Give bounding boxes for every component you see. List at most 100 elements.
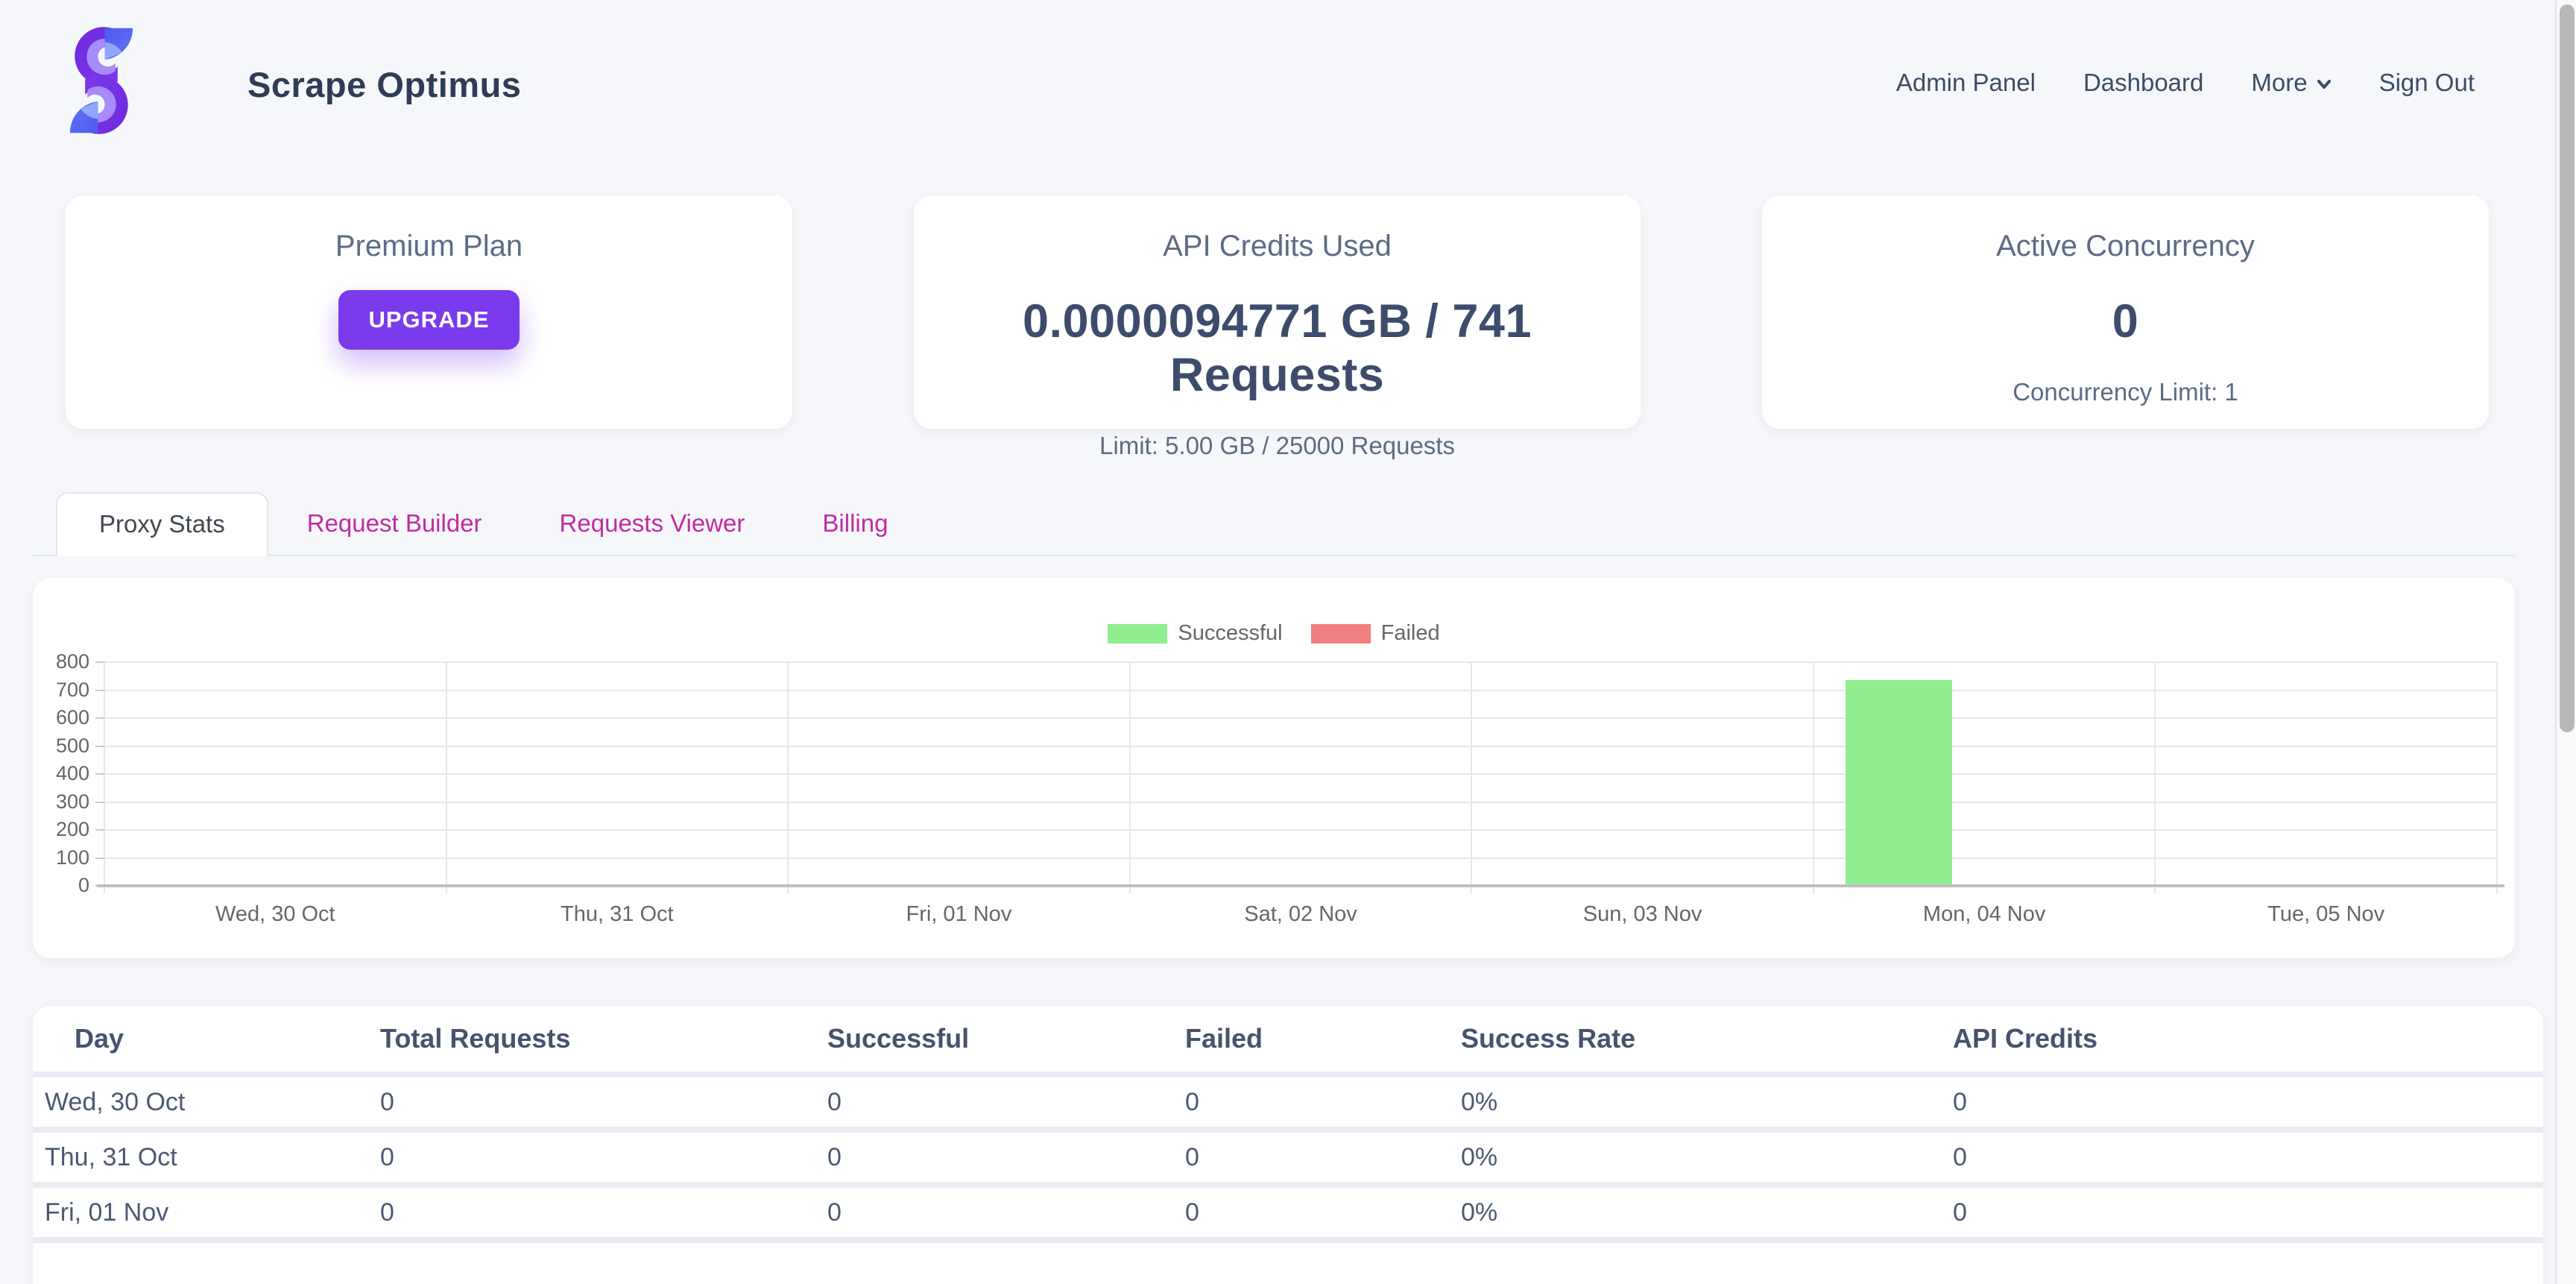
y-tick-label: 800 <box>55 650 89 673</box>
tab-request-builder[interactable]: Request Builder <box>306 509 482 537</box>
table-cell: 0 <box>365 1185 812 1243</box>
y-tick-label: 200 <box>55 818 89 840</box>
column-header-day: Day <box>33 1006 365 1077</box>
y-tick-label: 300 <box>55 790 89 813</box>
api-credits-title: API Credits Used <box>1163 230 1392 262</box>
table-row-wed-30-oct: Wed, 30 Oct 0 0 0 0% 0 <box>33 1074 2543 1133</box>
x-tick-label-fri-01-nov: Fri, 01 Nov <box>906 902 1012 926</box>
nav-more-dropdown[interactable]: More <box>2251 69 2331 97</box>
table-cell: Fri, 01 Nov <box>33 1185 365 1243</box>
plan-card: Premium Plan UPGRADE <box>66 195 792 429</box>
nav-more-label: More <box>2251 69 2308 96</box>
proxy-stats-chart-card: Successful Failed 0 100 200 300 400 500 600 700 8… <box>33 578 2515 958</box>
scrape-optimus-logo-icon <box>69 27 133 134</box>
proxy-usage-bar-chart: 0 100 200 300 400 500 600 700 800 Wed, 30 Oct Thu,… <box>56 650 2504 926</box>
gridline-h <box>104 661 2497 663</box>
table-row-fri-01-nov: Fri, 01 Nov 0 0 0 0% 0 <box>33 1185 2543 1243</box>
header: Scrape Optimus Admin Panel Dashboard Mor… <box>0 0 2576 158</box>
table-cell: 0 <box>365 1074 812 1133</box>
daily-stats-table-card: Day Total Requests Successful Failed Success… <box>33 1006 2543 1284</box>
scrollbar-thumb[interactable] <box>2560 4 2575 732</box>
nav-item-sign-out[interactable]: Sign Out <box>2378 69 2475 96</box>
concurrency-limit: Concurrency Limit: 1 <box>2012 378 2238 406</box>
y-tick-label: 700 <box>55 678 89 701</box>
gridline-v <box>445 662 447 893</box>
x-tick-label-mon-04-nov: Mon, 04 Nov <box>1922 902 2046 926</box>
plan-card-title: Premium Plan <box>335 230 523 262</box>
x-tick-label-tue-05-nov: Tue, 05 Nov <box>2267 902 2385 926</box>
table-body: Wed, 30 Oct 0 0 0 0% 0 Thu, 31 Oct 0 0 0 0% 0 Fri, 0… <box>33 1074 2543 1243</box>
tab-billing[interactable]: Billing <box>822 509 888 537</box>
column-header-api-credits: API Credits <box>1938 1006 2543 1077</box>
scrollbar-track[interactable] <box>2555 0 2576 1284</box>
tab-bar: Proxy Stats Request Builder Requests Viewe… <box>33 492 2515 556</box>
y-tick-mark <box>95 661 104 663</box>
table-cell: 0 <box>1170 1074 1446 1133</box>
table-cell: 0 <box>1170 1130 1446 1188</box>
gridline-v <box>787 662 789 893</box>
table-cell: Wed, 30 Oct <box>33 1074 365 1133</box>
gridline-h <box>104 829 2497 831</box>
bar-successful-mon-04-nov <box>1846 680 1952 886</box>
nav-item-admin-panel[interactable]: Admin Panel <box>1895 69 2036 96</box>
upgrade-button[interactable]: UPGRADE <box>338 290 520 350</box>
table-cell: 0 <box>1938 1074 2543 1133</box>
gridline-v <box>104 662 105 893</box>
x-tick-label-thu-31-oct: Thu, 31 Oct <box>561 902 674 926</box>
gridline-h <box>104 801 2497 803</box>
concurrency-card: Active Concurrency 0 Concurrency Limit: … <box>1762 195 2489 429</box>
y-tick-label: 100 <box>55 846 89 869</box>
table-cell: 0 <box>812 1074 1170 1133</box>
header-nav: Admin Panel Dashboard More Sign Out <box>1896 69 2475 97</box>
table-cell: Thu, 31 Oct <box>33 1130 365 1188</box>
legend-label: Failed <box>1380 621 1440 645</box>
brand-title: Scrape Optimus <box>247 65 522 104</box>
gridline-v <box>1812 662 1814 893</box>
column-header-success-rate: Success Rate <box>1446 1006 1938 1077</box>
table-cell: 0% <box>1446 1074 1938 1133</box>
table-cell: 0% <box>1446 1185 1938 1243</box>
y-tick-mark <box>95 689 104 691</box>
table-cell: 0 <box>365 1130 812 1188</box>
table-cell: 0% <box>1446 1130 1938 1188</box>
table-cell: 0 <box>1938 1185 2543 1243</box>
table-row-thu-31-oct: Thu, 31 Oct 0 0 0 0% 0 <box>33 1130 2543 1188</box>
gridline-h <box>104 745 2497 747</box>
y-tick-label: 0 <box>78 874 89 896</box>
gridline-v <box>1128 662 1131 893</box>
y-tick-label: 600 <box>55 706 89 728</box>
api-credits-value: 0.0000094771 GB / 741 Requests <box>1022 295 1532 401</box>
legend-label: Successful <box>1178 621 1283 645</box>
legend-swatch-successful <box>1108 623 1168 643</box>
column-header-successful: Successful <box>812 1006 1170 1077</box>
y-tick-mark <box>95 829 104 831</box>
tab-proxy-stats[interactable]: Proxy Stats <box>56 492 268 556</box>
stat-cards: Premium Plan UPGRADE API Credits Used 0.… <box>66 195 2490 459</box>
column-header-total-requests: Total Requests <box>365 1006 812 1077</box>
x-axis-line <box>97 884 2504 887</box>
y-tick-mark <box>95 801 104 803</box>
nav-item-dashboard[interactable]: Dashboard <box>2083 69 2204 96</box>
x-tick-label-sun-03-nov: Sun, 03 Nov <box>1582 902 1702 926</box>
y-tick-mark <box>95 745 104 747</box>
table-cell: 0 <box>812 1185 1170 1243</box>
legend-item-successful[interactable]: Successful <box>1108 621 1283 646</box>
gridline-h <box>104 857 2497 859</box>
table-cell: 0 <box>1170 1185 1446 1243</box>
column-header-failed: Failed <box>1170 1006 1446 1077</box>
api-credits-limit: Limit: 5.00 GB / 25000 Requests <box>1099 432 1455 459</box>
table-header-row: Day Total Requests Successful Failed Success… <box>33 1006 2543 1077</box>
gridline-v <box>2154 662 2156 893</box>
concurrency-value: 0 <box>2112 295 2139 347</box>
x-tick-label-wed-30-oct: Wed, 30 Oct <box>215 902 335 926</box>
daily-stats-table: Day Total Requests Successful Failed Success… <box>33 1006 2543 1243</box>
gridline-v <box>2496 662 2498 893</box>
table-cell: 0 <box>1938 1130 2543 1188</box>
concurrency-title: Active Concurrency <box>1996 230 2255 262</box>
y-tick-mark <box>95 773 104 775</box>
y-tick-label: 500 <box>55 734 89 757</box>
legend-item-failed[interactable]: Failed <box>1310 621 1440 646</box>
y-tick-mark <box>95 717 104 719</box>
tab-requests-viewer[interactable]: Requests Viewer <box>559 509 745 537</box>
